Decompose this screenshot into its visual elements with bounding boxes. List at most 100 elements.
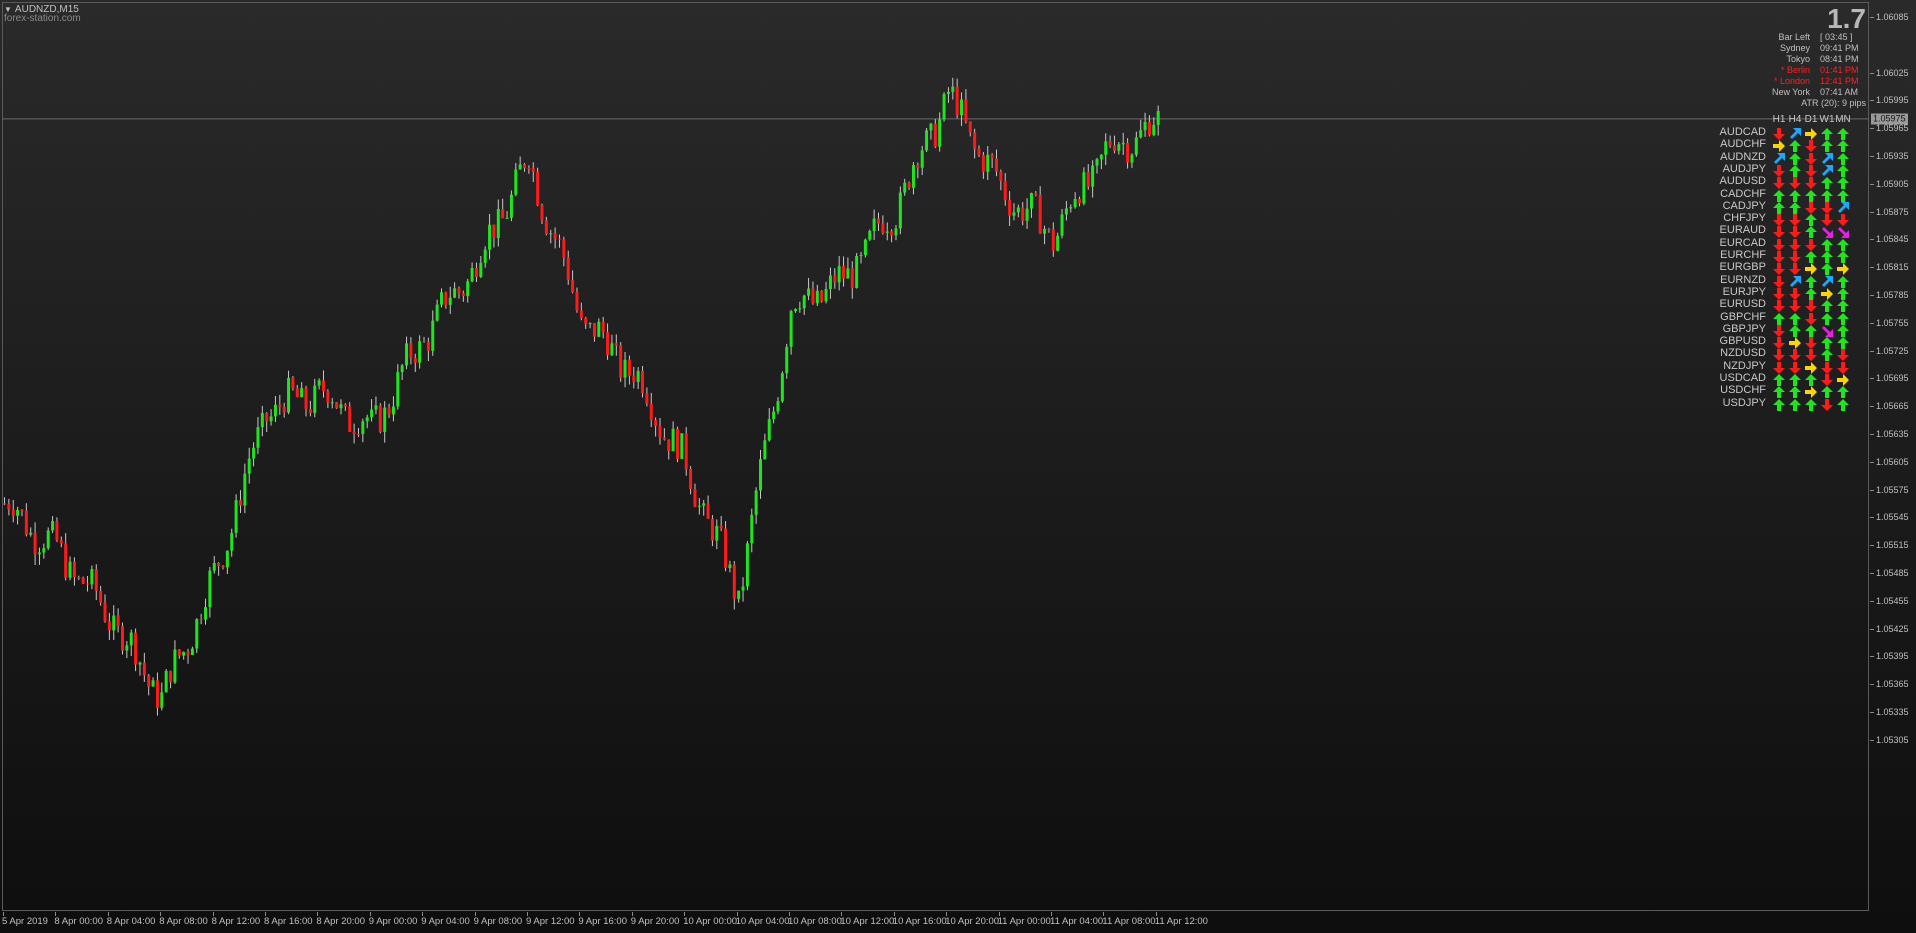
arrow-down-icon <box>1773 337 1785 350</box>
arrow-up-icon <box>1821 238 1833 251</box>
price-tick <box>1870 295 1874 296</box>
session-time: 12:41 PM <box>1820 76 1859 86</box>
bear-candle <box>706 503 710 519</box>
bear-candle <box>356 433 360 435</box>
time-tick <box>736 912 738 916</box>
bear-candle <box>20 509 24 511</box>
bull-candle <box>1156 111 1160 125</box>
arrow-up-icon <box>1805 189 1817 202</box>
arrow-right-icon <box>1805 386 1817 399</box>
arrow-down-icon <box>1773 275 1785 288</box>
bear-candle <box>601 321 605 333</box>
arrow-down-icon <box>1821 361 1833 374</box>
arrow-down-icon <box>1773 238 1785 251</box>
arrow-up-icon <box>1789 201 1801 214</box>
bull-candle <box>863 239 867 256</box>
timeframe-header: MN <box>1835 114 1851 125</box>
bull-candle <box>505 217 509 219</box>
price-tick <box>1870 489 1874 491</box>
time-label: 11 Apr 12:00 <box>1154 916 1208 927</box>
bull-candle <box>623 359 627 378</box>
arrow-down-icon <box>1789 263 1801 276</box>
bull-candle <box>125 645 129 651</box>
bear-candle <box>981 155 985 172</box>
bull-candle <box>1069 207 1073 209</box>
arrow-up-icon <box>1805 287 1817 300</box>
price-label: 1.05515 <box>1876 540 1909 551</box>
bear-candle <box>881 223 885 233</box>
time-tick <box>579 912 581 916</box>
bull-candle <box>212 563 216 571</box>
bull-candle <box>173 649 177 683</box>
price-tick <box>1870 211 1874 213</box>
atr-value: ATR (20): 9 pips <box>1801 98 1866 108</box>
arrow-down-icon <box>1805 152 1817 165</box>
bull-candle <box>396 372 400 407</box>
bear-candle <box>1112 145 1116 151</box>
arrow-up-icon <box>1837 189 1849 202</box>
bear-candle <box>378 405 382 432</box>
bear-candle <box>64 543 68 578</box>
bull-candle <box>374 405 378 410</box>
arrow-right-icon <box>1821 287 1833 300</box>
bull-candle <box>610 343 614 356</box>
time-label: 9 Apr 00:00 <box>368 916 418 927</box>
bear-candle <box>732 564 736 600</box>
price-tick <box>1870 267 1874 269</box>
time-label: 8 Apr 20:00 <box>316 916 365 927</box>
bull-candle <box>1029 193 1033 209</box>
bull-candle <box>911 165 915 188</box>
bull-candle <box>846 268 850 279</box>
bull-candle <box>824 289 828 302</box>
bull-candle <box>588 323 592 325</box>
bear-candle <box>169 670 173 683</box>
bull-candle <box>42 548 46 553</box>
bear-candle <box>72 561 76 578</box>
arrow-up-icon <box>1789 312 1801 325</box>
bull-candle <box>789 311 793 347</box>
bull-candle <box>230 532 234 551</box>
bear-candle <box>282 406 286 413</box>
arrow-up-icon <box>1789 164 1801 177</box>
arrow-down-icon <box>1789 177 1801 190</box>
arrow-right-icon <box>1837 263 1849 276</box>
bear-candle <box>850 268 854 288</box>
bull-candle <box>868 230 872 240</box>
bear-candle <box>619 345 623 378</box>
price-tick <box>1870 156 1874 157</box>
bull-candle <box>1056 235 1060 251</box>
arrow-up-right-icon <box>1790 275 1801 287</box>
arrow-up-icon <box>1789 398 1801 411</box>
bear-candle <box>3 503 6 505</box>
arrow-down-icon <box>1773 128 1785 140</box>
price-axis[interactable]: 1.06085 1.06025 1.05995 1.05965 1.05935 1.059… <box>1870 0 1916 933</box>
time-tick <box>107 912 109 916</box>
time-axis[interactable]: 5 Apr 2019 8 Apr 00:00 8 Apr 04:00 8 Apr 08… <box>0 912 1870 933</box>
bull-candle <box>680 433 684 459</box>
plot-area[interactable] <box>2 2 1869 911</box>
bull-candle <box>898 192 902 229</box>
arrow-up-icon <box>1773 386 1785 399</box>
time-tick <box>946 912 948 916</box>
chart-symbol-title[interactable]: ▼ AUDNZD,M15 <box>4 4 79 15</box>
bull-candle <box>745 543 749 587</box>
arrow-up-icon <box>1805 398 1817 411</box>
bear-candle <box>413 358 417 363</box>
time-tick <box>631 912 633 916</box>
bear-candle <box>658 425 662 438</box>
arrow-up-icon <box>1837 337 1849 350</box>
bull-candle <box>872 218 876 231</box>
arrow-up-icon <box>1821 349 1833 362</box>
bear-candle <box>614 343 618 346</box>
timeframe-header: D1 <box>1804 114 1818 125</box>
bear-candle <box>77 577 81 579</box>
arrow-down-icon <box>1789 300 1801 313</box>
time-tick <box>527 912 528 916</box>
bull-candle <box>514 169 518 195</box>
session-row: * Berlin 01:41 PM <box>1726 65 1866 76</box>
collapse-triangle-icon[interactable]: ▼ <box>4 5 12 14</box>
arrow-down-icon <box>1773 214 1785 227</box>
bull-candle <box>1060 214 1064 236</box>
